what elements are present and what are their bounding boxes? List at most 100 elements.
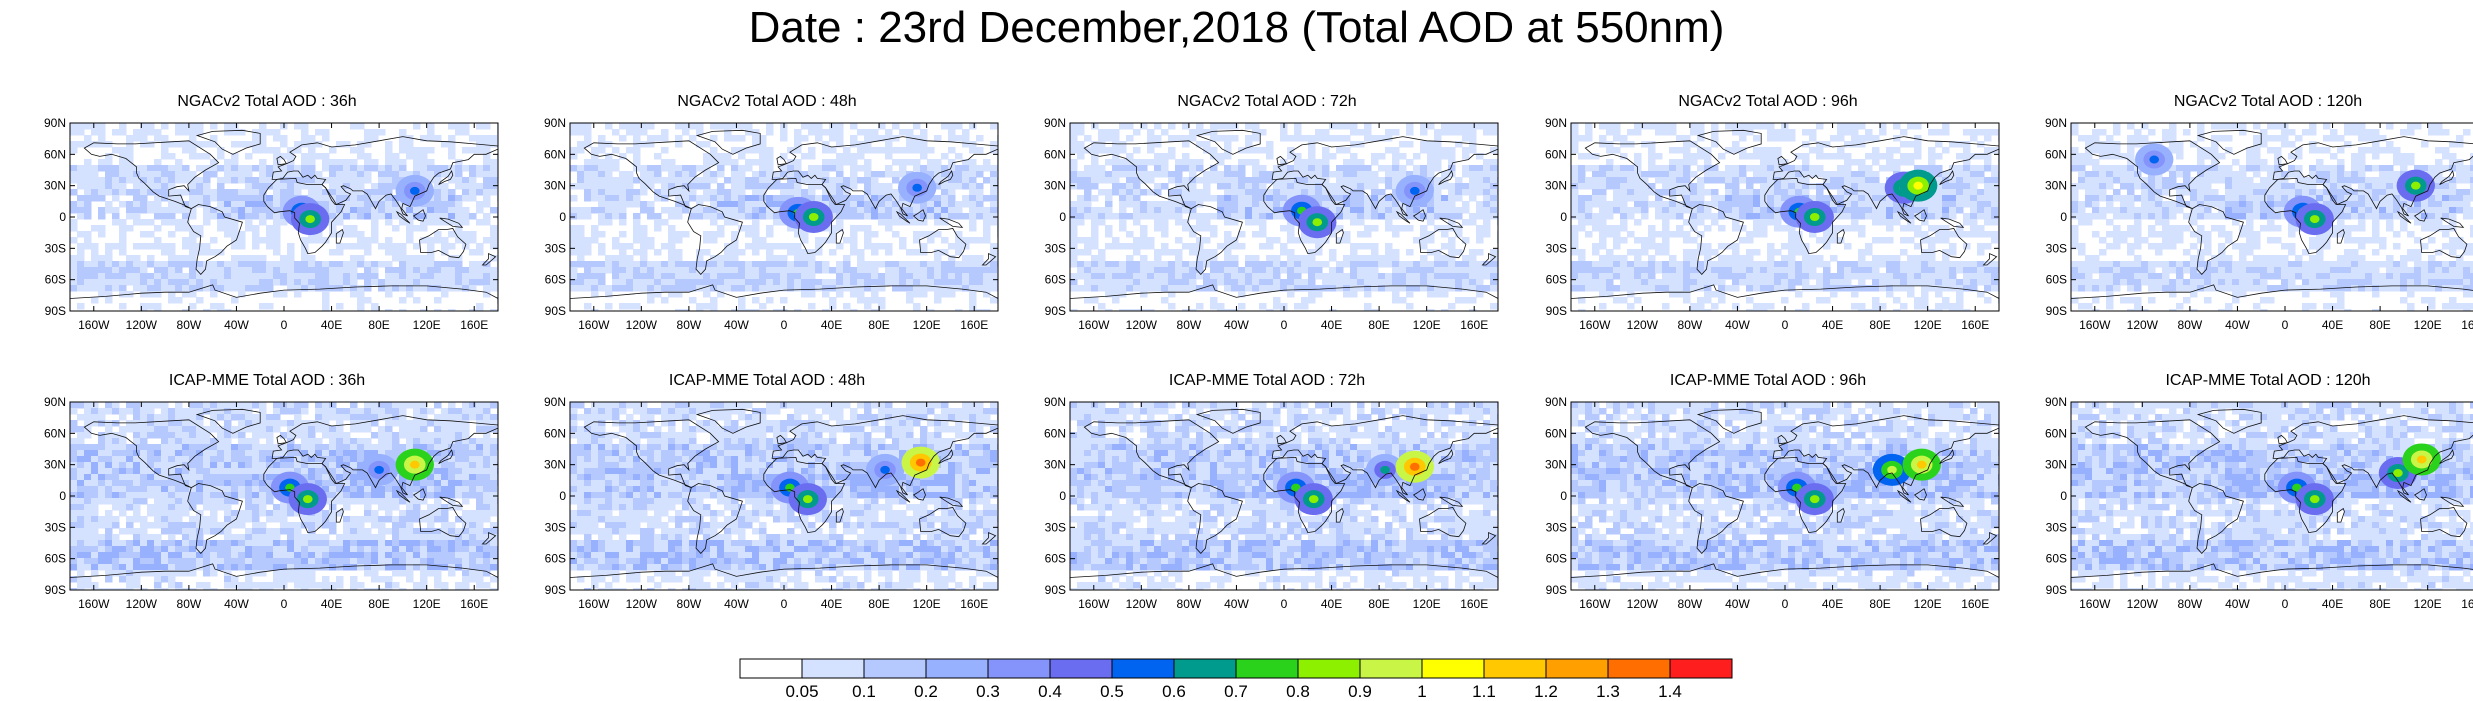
aod-cell: [1606, 183, 1614, 190]
aod-cell: [955, 237, 963, 244]
aod-cell: [1613, 129, 1621, 136]
aod-cell: [420, 147, 428, 154]
aod-cell: [983, 219, 991, 226]
aod-cell: [343, 213, 351, 220]
aod-cell: [217, 285, 225, 292]
aod-cell: [584, 303, 592, 310]
aod-cell: [766, 285, 774, 292]
aod-cell: [1168, 273, 1176, 280]
aod-cell: [322, 267, 330, 274]
aod-cell: [189, 261, 197, 268]
aod-cell: [955, 267, 963, 274]
aod-cell: [350, 123, 358, 130]
aod-cell: [1483, 213, 1491, 220]
aod-cell: [983, 225, 991, 232]
aod-cell: [280, 153, 288, 160]
aod-cell: [1280, 165, 1288, 172]
aod-cell: [990, 279, 998, 286]
aod-cell: [1900, 141, 1908, 148]
aod-cell: [70, 171, 78, 178]
aod-cell: [605, 201, 613, 208]
aod-cell: [1308, 297, 1316, 304]
aod-cell: [175, 171, 183, 178]
aod-cell: [490, 237, 498, 244]
aod-cell: [766, 165, 774, 172]
aod-cell: [308, 159, 316, 166]
aod-cell: [1343, 159, 1351, 166]
aod-cell: [612, 189, 620, 196]
aod-cell: [745, 147, 753, 154]
aod-cell: [196, 123, 204, 130]
aod-cell: [154, 189, 162, 196]
aod-cell: [84, 267, 92, 274]
aod-cell: [1147, 147, 1155, 154]
aod-cell: [1119, 273, 1127, 280]
aod-cell: [640, 273, 648, 280]
aod-cell: [605, 255, 613, 262]
aod-cell: [808, 285, 816, 292]
aod-cell: [906, 297, 914, 304]
aod-cell: [161, 243, 169, 250]
aod-cell: [1084, 183, 1092, 190]
aod-cell: [1851, 195, 1859, 202]
aod-cell: [1231, 255, 1239, 262]
aod-cell: [633, 267, 641, 274]
aod-cell: [252, 213, 260, 220]
aod-cell: [448, 171, 456, 178]
aod-cell: [1392, 177, 1400, 184]
aod-cell: [1224, 171, 1232, 178]
aod-cell: [1490, 207, 1498, 214]
aod-cell: [1133, 213, 1141, 220]
aod-cell: [357, 297, 365, 304]
aod-cell: [934, 219, 942, 226]
aod-cell: [1259, 225, 1267, 232]
aod-cell: [1490, 285, 1498, 292]
aod-cell: [154, 183, 162, 190]
aod-cell: [147, 129, 155, 136]
aod-cell: [1399, 297, 1407, 304]
aod-cell: [661, 243, 669, 250]
aod-cell: [878, 189, 886, 196]
aod-cell: [455, 165, 463, 172]
aod-cell: [598, 177, 606, 184]
aod-cell: [1308, 237, 1316, 244]
aod-cell: [98, 231, 106, 238]
aod-cell: [1203, 285, 1211, 292]
aod-cell: [371, 135, 379, 142]
aod-cell: [476, 207, 484, 214]
aod-cell: [1578, 153, 1586, 160]
aod-cell: [154, 225, 162, 232]
aod-cell: [1697, 153, 1705, 160]
aod-cell: [1669, 201, 1677, 208]
aod-cell: [70, 177, 78, 184]
aod-cell: [1364, 291, 1372, 298]
aod-cell: [675, 177, 683, 184]
lon-tick-label: 120W: [1126, 318, 1158, 332]
aod-cell: [1578, 201, 1586, 208]
aod-cell: [1760, 147, 1768, 154]
aod-cell: [413, 171, 421, 178]
aod-cell: [577, 129, 585, 136]
aod-cell: [1935, 225, 1943, 232]
aod-cell: [1830, 201, 1838, 208]
aod-cell: [217, 261, 225, 268]
aod-cell: [119, 153, 127, 160]
aod-cell: [1252, 279, 1260, 286]
aod-cell: [1224, 279, 1232, 286]
japan-outline: [1438, 170, 1454, 185]
aod-cell: [70, 201, 78, 208]
aod-cell: [857, 165, 865, 172]
aod-cell: [1641, 141, 1649, 148]
aod-cell: [1977, 195, 1985, 202]
aod-cell: [780, 171, 788, 178]
aod-cell: [287, 195, 295, 202]
aod-cell: [280, 219, 288, 226]
aod-cell: [140, 219, 148, 226]
aod-cell: [133, 183, 141, 190]
aod-cell: [1851, 171, 1859, 178]
aod-cell: [1217, 267, 1225, 274]
aod-cell: [1490, 165, 1498, 172]
aod-cell: [126, 207, 134, 214]
aod-cell: [1147, 309, 1155, 311]
aod-cell: [1077, 201, 1085, 208]
